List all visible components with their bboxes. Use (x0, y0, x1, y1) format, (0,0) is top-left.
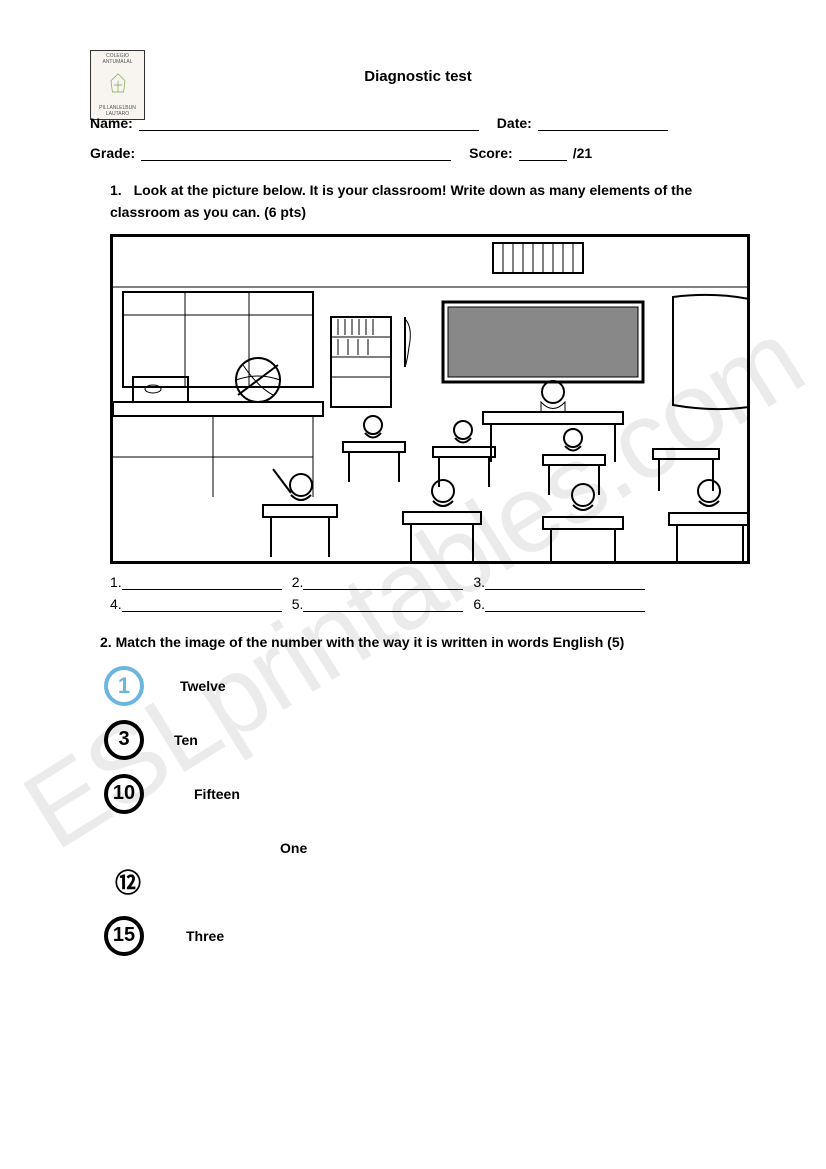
question-1-text: Look at the picture below. It is your cl… (110, 182, 692, 220)
logo-emblem (104, 65, 132, 105)
answer-1-label: 1. (110, 574, 122, 590)
date-label: Date: (497, 115, 532, 131)
answer-5-line[interactable] (303, 598, 463, 612)
answer-2-label: 2. (292, 574, 304, 590)
name-label: Name: (90, 115, 133, 131)
question-1-number: 1. (110, 182, 122, 198)
match-row-5: 15 Three (104, 916, 746, 956)
number-circle-3[interactable]: 3 (104, 720, 144, 760)
answer-6-line[interactable] (485, 598, 645, 612)
number-circle-15[interactable]: 15 (104, 916, 144, 956)
logo-top-text: COLEGIO ANTUMALAL (93, 53, 142, 65)
word-one[interactable]: One (280, 840, 307, 856)
score-input-line[interactable] (519, 147, 567, 161)
match-row-4b: ⑫ (108, 862, 746, 902)
classroom-image (110, 234, 750, 564)
number-circle-12[interactable]: ⑫ (108, 862, 148, 902)
word-fifteen[interactable]: Fifteen (194, 786, 240, 802)
match-row-1: 1 Twelve (104, 666, 746, 706)
grade-label: Grade: (90, 145, 135, 161)
page-title: Diagnostic test (90, 68, 746, 85)
number-circle-1[interactable]: 1 (104, 666, 144, 706)
word-three[interactable]: Three (186, 928, 224, 944)
answer-6-label: 6. (473, 596, 485, 612)
answers-row-2: 4. 5. 6. (110, 596, 746, 612)
answer-4-line[interactable] (122, 598, 282, 612)
answer-3-line[interactable] (485, 576, 645, 590)
word-ten[interactable]: Ten (174, 732, 198, 748)
school-logo: COLEGIO ANTUMALAL PILLANLELBUN LAUTARO (90, 50, 145, 120)
name-input-line[interactable] (139, 117, 479, 131)
match-row-2: 3 Ten (104, 720, 746, 760)
grade-input-line[interactable] (141, 147, 451, 161)
match-row-3: 10 Fifteen (104, 774, 746, 814)
answer-3-label: 3. (473, 574, 485, 590)
score-label: Score: (469, 145, 513, 161)
question-2-text: Match the image of the number with the w… (116, 634, 625, 650)
answer-1-line[interactable] (122, 576, 282, 590)
name-date-row: Name: Date: (90, 115, 746, 131)
grade-score-row: Grade: Score: /21 (90, 145, 746, 161)
answer-2-line[interactable] (303, 576, 463, 590)
answer-5-label: 5. (292, 596, 304, 612)
question-1: 1. Look at the picture below. It is your… (110, 179, 746, 224)
answers-row-1: 1. 2. 3. (110, 574, 746, 590)
score-total: /21 (573, 145, 592, 161)
question-2: 2. Match the image of the number with th… (100, 634, 746, 650)
answer-4-label: 4. (110, 596, 122, 612)
word-twelve[interactable]: Twelve (180, 678, 226, 694)
date-input-line[interactable] (538, 117, 668, 131)
number-circle-10[interactable]: 10 (104, 774, 144, 814)
question-2-number: 2. (100, 634, 112, 650)
